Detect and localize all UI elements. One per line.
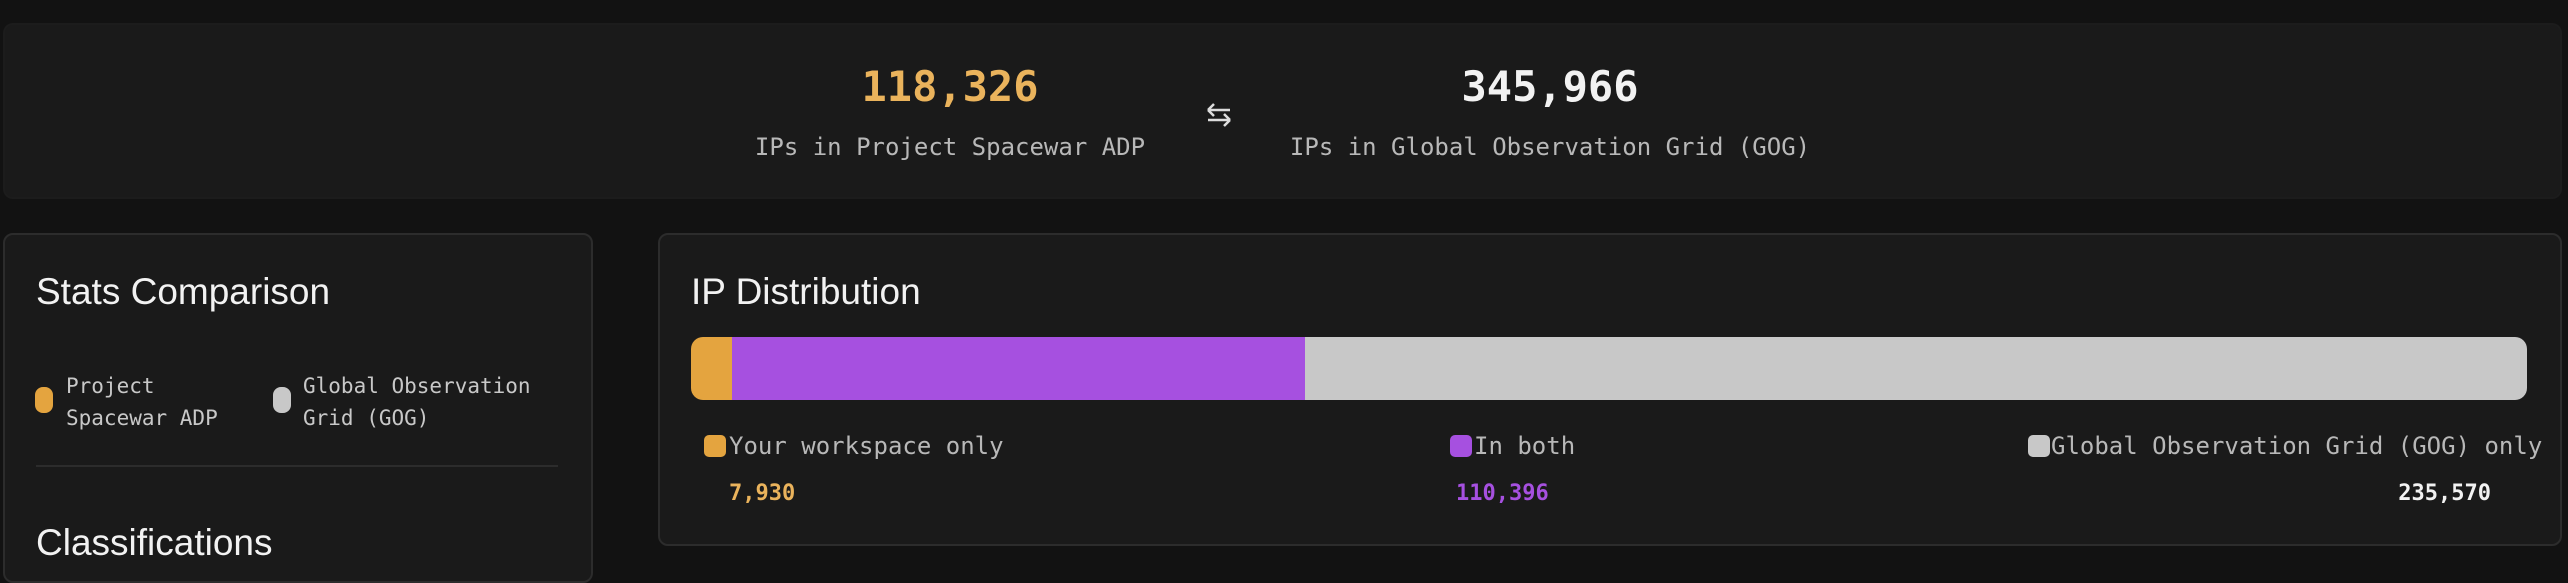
legend-swatch: [1450, 435, 1472, 457]
separator: [36, 465, 558, 467]
legend-swatch: [35, 387, 53, 413]
bar-segment: [732, 337, 1305, 400]
legend-label: Your workspace only: [729, 432, 1004, 460]
legend-swatch: [704, 435, 726, 457]
segment-value: 7,930: [729, 481, 796, 506]
segment-value: 110,396: [1456, 481, 1549, 506]
bar-segment: [691, 337, 733, 400]
stats-panel: [3, 233, 593, 583]
distribution-title: IP Distribution: [691, 271, 921, 312]
swap-icon: [1207, 103, 1231, 127]
page: 118,326 IPs in Project Spacewar ADP 345,…: [3, 23, 2562, 583]
left-count: 118,326: [861, 62, 1039, 111]
left-label: IPs in Project Spacewar ADP: [754, 133, 1146, 161]
distribution-bar: [691, 337, 2527, 400]
legend-label: In both: [1474, 432, 1576, 460]
legend-label: Global Observation Grid (GOG): [303, 374, 531, 430]
stats-title: Stats Comparison: [36, 271, 331, 312]
legend-label: Project Spacewar ADP: [66, 374, 218, 430]
legend-label: Global Observation Grid (GOG) only: [2051, 432, 2543, 460]
segment-value: 235,570: [2398, 481, 2491, 506]
bar-segment: [1304, 337, 2527, 400]
right-label: IPs in Global Observation Grid (GOG): [1289, 133, 1811, 161]
summary-panel: [3, 23, 2562, 199]
section-title: Classifications: [36, 522, 273, 563]
right-count: 345,966: [1461, 62, 1639, 111]
legend-swatch: [2028, 435, 2050, 457]
legend-swatch: [273, 387, 291, 413]
